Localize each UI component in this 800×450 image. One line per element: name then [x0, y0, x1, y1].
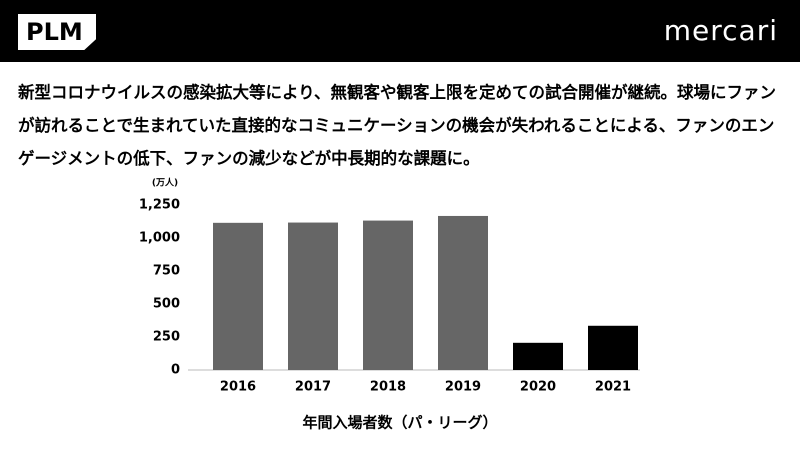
x-tick-label: 2017 — [295, 380, 331, 395]
y-tick-label: 750 — [153, 264, 180, 279]
x-tick-label: 2016 — [220, 380, 256, 395]
unit-label: (万人) — [152, 177, 178, 189]
bar — [363, 220, 413, 370]
logo: PLM — [18, 14, 96, 50]
header-bar: PLM mercari — [0, 0, 800, 62]
x-tick-label: 2020 — [520, 380, 556, 395]
bar — [513, 342, 563, 370]
brand: mercari — [663, 14, 778, 47]
bar — [438, 215, 488, 370]
x-axis-title: 年間入場者数（パ・リーグ） — [302, 414, 497, 432]
x-tick-label: 2019 — [445, 380, 481, 395]
bar — [588, 325, 638, 370]
bar — [213, 222, 263, 370]
y-tick-label: 1,250 — [139, 198, 180, 213]
body-text: 新型コロナウイルスの感染拡大等により、無観客や観客上限を定めての試合開催が継続。… — [18, 83, 777, 168]
y-tick-label: 500 — [153, 297, 180, 312]
y-tick-label: 250 — [153, 330, 180, 345]
x-tick-label: 2018 — [370, 380, 406, 395]
x-tick-label: 2021 — [595, 380, 631, 395]
bar — [288, 222, 338, 370]
y-tick-label: 0 — [171, 363, 180, 378]
y-tick-label: 1,000 — [139, 231, 180, 246]
